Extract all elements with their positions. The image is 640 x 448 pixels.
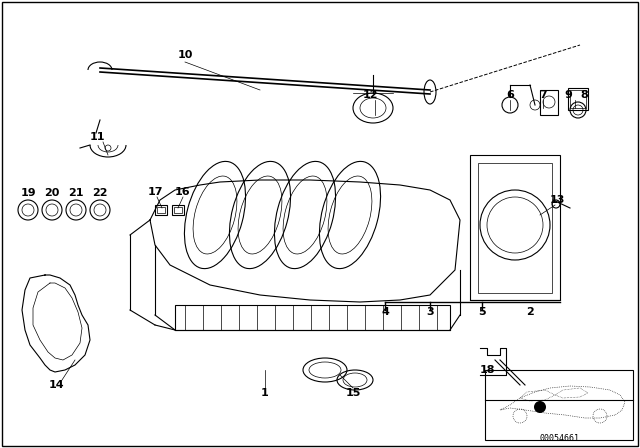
Text: 13: 13	[549, 195, 564, 205]
Bar	[568, 88, 588, 110]
Text: 17: 17	[147, 187, 163, 197]
Text: 7: 7	[539, 90, 547, 100]
Bar	[172, 205, 184, 215]
Text: 16: 16	[174, 187, 190, 197]
Text: 20: 20	[44, 188, 60, 198]
Bar	[157, 207, 165, 213]
Text: 21: 21	[68, 188, 84, 198]
Bar	[540, 90, 558, 115]
Bar	[470, 155, 560, 300]
Bar	[155, 205, 167, 215]
Text: 8: 8	[580, 90, 588, 100]
Text: 19: 19	[20, 188, 36, 198]
Text: 15: 15	[346, 388, 361, 398]
Bar	[570, 90, 586, 108]
Text: 5: 5	[478, 307, 486, 317]
Circle shape	[534, 401, 546, 413]
Text: 00054661: 00054661	[539, 434, 579, 443]
Text: 4: 4	[381, 307, 389, 317]
Bar	[478, 163, 552, 293]
Text: 18: 18	[479, 365, 495, 375]
Text: 6: 6	[506, 90, 514, 100]
Bar	[174, 207, 182, 213]
Bar	[175, 305, 450, 330]
Text: 1: 1	[261, 388, 269, 398]
Text: 10: 10	[177, 50, 193, 60]
Text: 12: 12	[362, 90, 378, 100]
Text: 2: 2	[526, 307, 534, 317]
Text: 14: 14	[49, 380, 65, 390]
Text: 3: 3	[426, 307, 434, 317]
Bar	[485, 370, 633, 440]
Text: 11: 11	[89, 132, 105, 142]
Text: 22: 22	[92, 188, 108, 198]
Text: 9: 9	[564, 90, 572, 100]
